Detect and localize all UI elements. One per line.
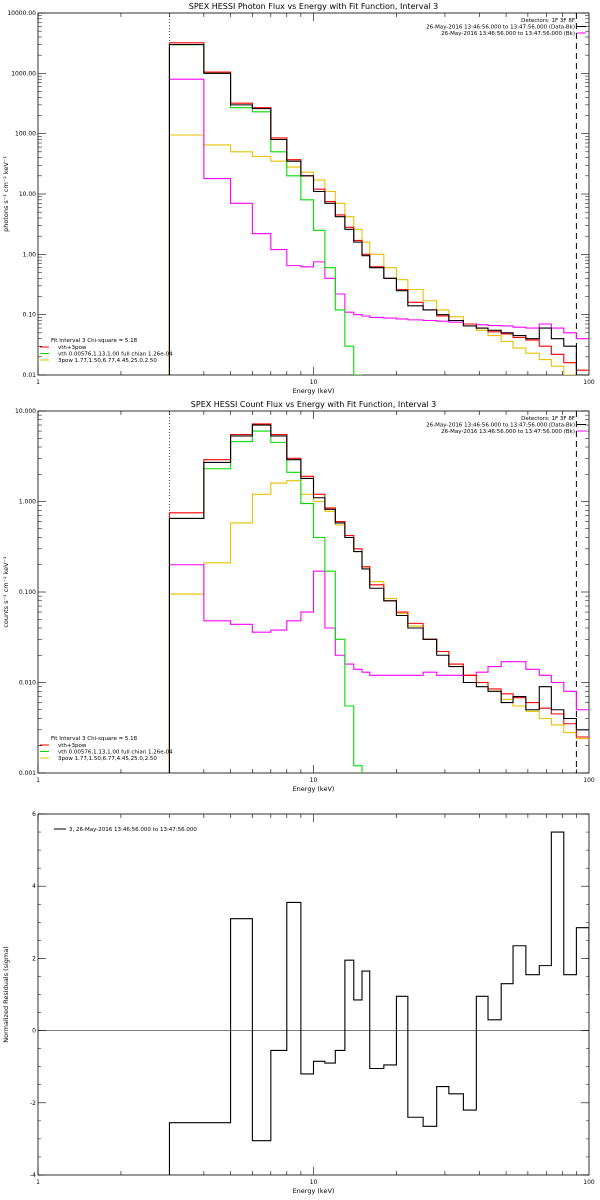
y-tick-label: 1.000 — [19, 499, 36, 506]
series-line-0 — [168, 423, 589, 773]
y-tick-label: 0.100 — [19, 589, 36, 596]
y-tick-label: 0 — [32, 1028, 36, 1035]
chart-title: SPEX HESSI Count Flux vs Energy with Fit… — [191, 400, 436, 409]
legend-entry: 3, 26-May-2016 13:46:56.000 to 13:47:56.… — [69, 827, 197, 833]
y-axis-label: counts s⁻¹ cm⁻² keV⁻¹ — [2, 556, 10, 628]
series-line-3 — [168, 78, 589, 375]
series-group — [168, 831, 589, 1175]
plot-frame — [37, 12, 590, 376]
legend-entry: vth+3pow — [58, 345, 87, 351]
series-line-2 — [168, 430, 363, 773]
legend-entry: 3pow 1.77,1.50,6.77,4.45,25.0,2.50 — [58, 756, 157, 762]
legend-entry: vth 0.00576,1.13,1.00 full chian 1.26e-0… — [58, 750, 173, 756]
plot-frame — [37, 813, 590, 1176]
series-line-3 — [168, 564, 589, 773]
chart-panel-1: 1 10 100 0.01 0.10 1.00 10.00 100.00 1000.00 1000… — [2, 2, 595, 395]
x-tick-label: 1 — [36, 379, 40, 386]
legend-entry: vth 0.00576,1.13,1.00 full chian 1.26e-0… — [58, 352, 173, 358]
y-axis-label: photons s⁻¹ cm⁻² keV⁻¹ — [2, 156, 10, 232]
x-tick-label: 100 — [583, 777, 595, 784]
x-tick-label: 1 — [36, 777, 40, 784]
y-tick-label: -2 — [30, 1100, 36, 1107]
y-tick-label: 100.00 — [15, 131, 36, 138]
series-group — [168, 423, 589, 773]
y-tick-label: 6 — [32, 811, 36, 818]
x-tick-label: 100 — [583, 379, 595, 386]
x-tick-label: 1 — [36, 1179, 40, 1186]
y-tick-label: 0.10 — [23, 312, 37, 319]
series-line-4 — [168, 134, 577, 375]
series-line-1 — [168, 424, 589, 773]
series-line-1 — [168, 44, 589, 375]
y-tick-label: 0.001 — [19, 770, 36, 777]
series-line-2 — [168, 44, 363, 375]
x-tick-label: 10 — [310, 379, 318, 386]
y-tick-label: 10.00 — [19, 191, 36, 198]
chart-panel-2: 1 10 100 0.001 0.010 0.100 1.000 10.000 SPEX HES… — [2, 400, 595, 793]
x-tick-label: 100 — [583, 1179, 595, 1186]
info-line: 26-May-2016 13:46:56.000 to 13:47:56.000… — [441, 31, 575, 37]
x-axis-label: Energy (keV) — [293, 785, 335, 793]
x-tick-label: 10 — [310, 1179, 318, 1186]
legend-title: Fit Interval 3 Chi-square = 5.18 — [51, 736, 138, 742]
series-line-0 — [168, 831, 589, 1175]
x-axis-label: Energy (keV) — [293, 1187, 335, 1195]
y-tick-label: 2 — [32, 955, 36, 962]
y-tick-label: 10.000 — [15, 408, 36, 415]
chart-panel-3: 1 10 100 -4 -2 0 2 4 6 Energy (keV) Normalized Res… — [2, 811, 595, 1195]
legend-entry: 3pow 1.77,1.50,6.77,4.45,25.0,2.50 — [58, 358, 157, 364]
series-line-0 — [168, 42, 589, 375]
x-tick-label: 10 — [310, 777, 318, 784]
series-line-4 — [168, 480, 589, 773]
info-line: Detectors: 1F 3F 8F — [521, 18, 575, 24]
y-axis-label: Normalized Residuals (sigma) — [2, 946, 10, 1043]
info-line: 26-May-2016 13:46:56.000 to 13:47:56.000… — [441, 429, 575, 435]
y-tick-label: 4 — [32, 883, 36, 890]
legend-title: Fit Interval 3 Chi-square = 5.18 — [51, 338, 138, 344]
y-tick-label: 1.00 — [23, 251, 37, 258]
chart-title: SPEX HESSI Photon Flux vs Energy with Fi… — [189, 2, 439, 11]
info-line: 26-May-2016 13:46:56.000 to 13:47:56.000… — [426, 25, 575, 31]
y-tick-label: 10000.00 — [7, 10, 36, 17]
y-tick-label: 1000.00 — [11, 70, 36, 77]
x-axis-label: Energy (keV) — [293, 387, 335, 395]
info-line: Detectors: 1F 3F 8F — [521, 416, 575, 422]
info-line: 26-May-2016 13:46:56.000 to 13:47:56.000… — [426, 423, 575, 429]
series-group — [168, 42, 589, 375]
y-tick-label: -4 — [30, 1172, 36, 1179]
legend-entry: vth+3pow — [58, 743, 87, 749]
y-tick-label: 0.010 — [19, 680, 36, 687]
y-tick-label: 0.01 — [23, 372, 37, 379]
